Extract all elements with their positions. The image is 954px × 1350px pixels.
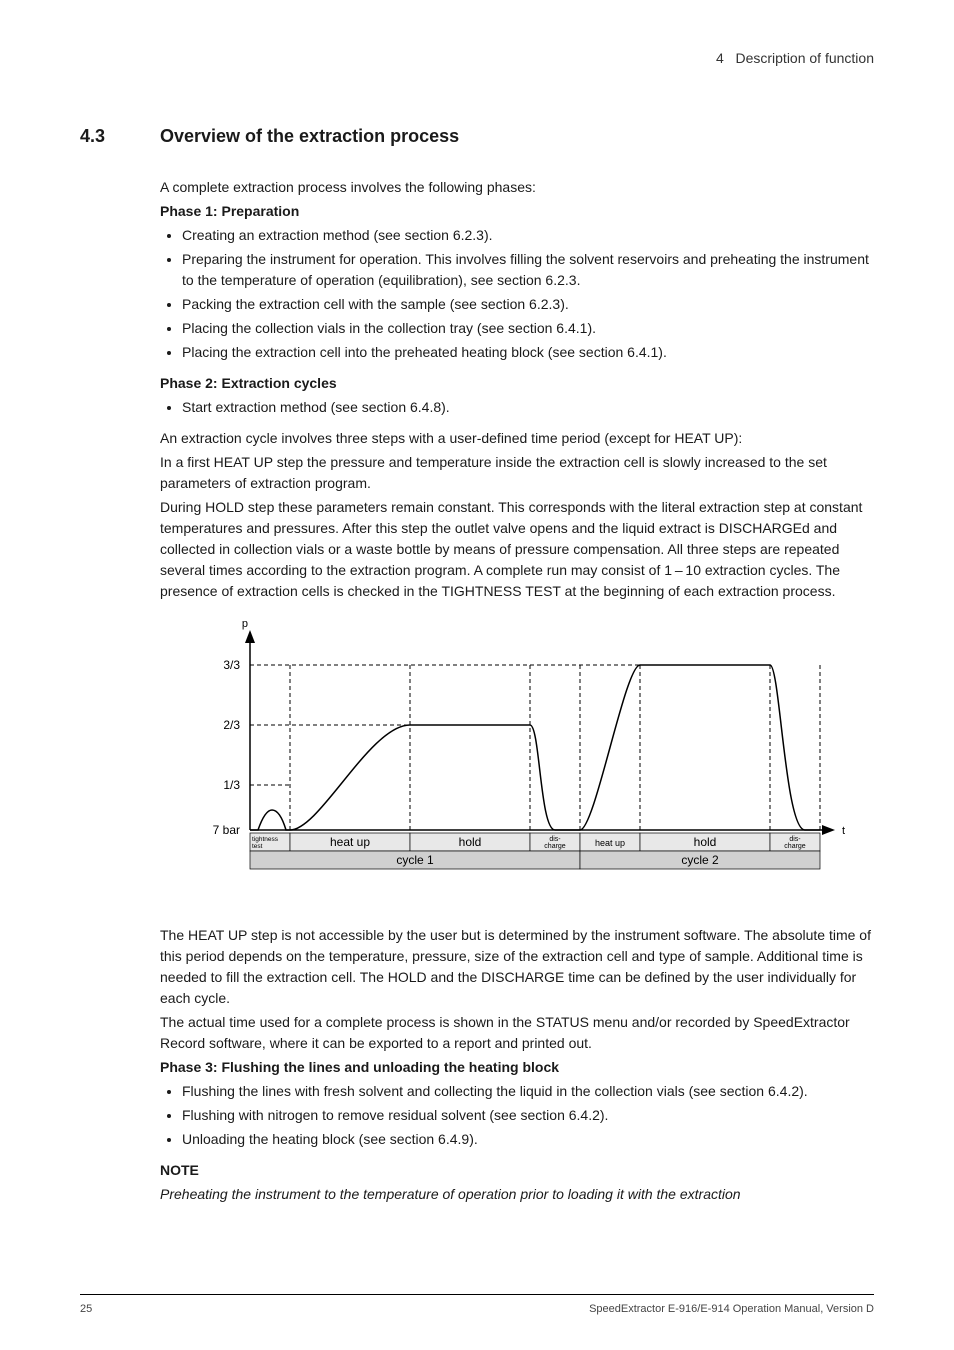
page-footer: 25 SpeedExtractor E-916/E-914 Operation … — [80, 1294, 874, 1315]
page-header: 4 Description of function — [80, 50, 874, 66]
phase1-title: Phase 1: Preparation — [160, 201, 874, 222]
list-item: Placing the extraction cell into the pre… — [182, 342, 874, 363]
svg-text:hold: hold — [694, 835, 717, 849]
list-item: Preparing the instrument for operation. … — [182, 249, 874, 291]
svg-text:p: p — [242, 618, 248, 630]
chapter-title: Description of function — [735, 50, 874, 66]
list-item: Creating an extraction method (see secti… — [182, 225, 874, 246]
svg-text:tightness: tightness — [252, 836, 279, 843]
phase3-list: Flushing the lines with fresh solvent an… — [160, 1081, 874, 1150]
list-item: Flushing the lines with fresh solvent an… — [182, 1081, 874, 1102]
svg-text:t: t — [842, 825, 845, 837]
svg-text:hold: hold — [459, 835, 482, 849]
body-content: A complete extraction process involves t… — [160, 177, 874, 1205]
svg-text:1/3: 1/3 — [223, 778, 240, 792]
svg-text:heat up: heat up — [595, 838, 625, 848]
note-text: Preheating the instrument to the tempera… — [160, 1184, 874, 1205]
list-item: Packing the extraction cell with the sam… — [182, 294, 874, 315]
post-chart-para2: The actual time used for a complete proc… — [160, 1012, 874, 1054]
phase2-para2: In a first HEAT UP step the pressure and… — [160, 452, 874, 494]
svg-text:dis-: dis- — [549, 836, 561, 843]
phase3-title: Phase 3: Flushing the lines and unloadin… — [160, 1057, 874, 1078]
note-title: NOTE — [160, 1160, 874, 1181]
intro-text: A complete extraction process involves t… — [160, 177, 874, 198]
list-item: Start extraction method (see section 6.4… — [182, 397, 874, 418]
svg-text:2/3: 2/3 — [223, 718, 240, 732]
phase1-list: Creating an extraction method (see secti… — [160, 225, 874, 363]
document-page: 4 Description of function 4.3 Overview o… — [0, 0, 954, 1350]
phase2-list: Start extraction method (see section 6.4… — [160, 397, 874, 418]
extraction-cycle-chart: p t 3/3 2/3 1/3 7 bar tightnesstest heat up hold… — [190, 615, 860, 905]
phase2-para1: An extraction cycle involves three steps… — [160, 428, 874, 449]
list-item: Unloading the heating block (see section… — [182, 1129, 874, 1150]
svg-text:7 bar: 7 bar — [213, 823, 240, 837]
svg-text:test: test — [252, 843, 263, 850]
svg-text:charge: charge — [784, 843, 806, 850]
svg-text:dis-: dis- — [789, 836, 801, 843]
post-chart-para1: The HEAT UP step is not accessible by th… — [160, 925, 874, 1009]
list-item: Flushing with nitrogen to remove residua… — [182, 1105, 874, 1126]
section-title: Overview of the extraction process — [160, 126, 459, 147]
svg-text:3/3: 3/3 — [223, 658, 240, 672]
phase2-para3: During HOLD step these parameters remain… — [160, 497, 874, 602]
section-number: 4.3 — [80, 126, 160, 147]
page-number: 25 — [80, 1303, 92, 1315]
svg-text:charge: charge — [544, 843, 566, 850]
svg-text:heat up: heat up — [330, 835, 370, 849]
doc-title: SpeedExtractor E-916/E-914 Operation Man… — [589, 1303, 874, 1315]
svg-text:cycle 1: cycle 1 — [396, 853, 434, 867]
chapter-number: 4 — [716, 50, 724, 66]
section-heading: 4.3 Overview of the extraction process — [80, 126, 874, 147]
list-item: Placing the collection vials in the coll… — [182, 318, 874, 339]
phase2-title: Phase 2: Extraction cycles — [160, 373, 874, 394]
svg-text:cycle 2: cycle 2 — [681, 853, 719, 867]
